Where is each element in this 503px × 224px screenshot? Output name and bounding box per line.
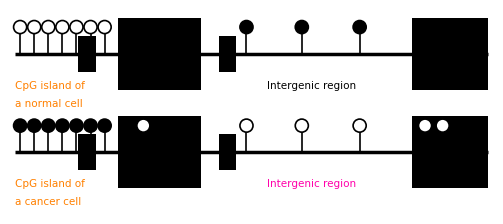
Text: a normal cell: a normal cell xyxy=(15,99,83,109)
Ellipse shape xyxy=(436,21,449,34)
Bar xyxy=(412,18,488,90)
Ellipse shape xyxy=(353,21,366,34)
Text: a cancer cell: a cancer cell xyxy=(15,197,81,207)
Ellipse shape xyxy=(84,119,97,132)
Ellipse shape xyxy=(418,119,432,132)
Bar xyxy=(118,116,201,188)
Ellipse shape xyxy=(42,119,55,132)
Bar xyxy=(219,134,236,170)
Ellipse shape xyxy=(98,119,111,132)
Text: Intergenic region: Intergenic region xyxy=(267,81,356,91)
Text: CpG island of: CpG island of xyxy=(15,81,85,91)
Ellipse shape xyxy=(70,21,83,34)
Ellipse shape xyxy=(353,119,366,132)
Ellipse shape xyxy=(295,21,308,34)
Text: Gene: Gene xyxy=(146,81,174,91)
Ellipse shape xyxy=(295,119,308,132)
Bar xyxy=(118,18,201,90)
Bar xyxy=(78,36,96,72)
Ellipse shape xyxy=(70,119,83,132)
Text: Intergenic region: Intergenic region xyxy=(267,179,356,189)
Ellipse shape xyxy=(240,21,253,34)
Bar xyxy=(412,116,488,188)
Ellipse shape xyxy=(28,21,41,34)
Text: CpG island of: CpG island of xyxy=(15,179,85,189)
Ellipse shape xyxy=(98,21,111,34)
Ellipse shape xyxy=(14,119,27,132)
Ellipse shape xyxy=(14,21,27,34)
Ellipse shape xyxy=(42,21,55,34)
Ellipse shape xyxy=(84,21,97,34)
Ellipse shape xyxy=(240,119,253,132)
Ellipse shape xyxy=(137,21,150,34)
Ellipse shape xyxy=(56,119,69,132)
Bar xyxy=(78,134,96,170)
Bar xyxy=(219,36,236,72)
Text: Gene: Gene xyxy=(146,179,174,189)
Ellipse shape xyxy=(418,21,432,34)
Ellipse shape xyxy=(28,119,41,132)
Ellipse shape xyxy=(436,119,449,132)
Ellipse shape xyxy=(56,21,69,34)
Ellipse shape xyxy=(137,119,150,132)
